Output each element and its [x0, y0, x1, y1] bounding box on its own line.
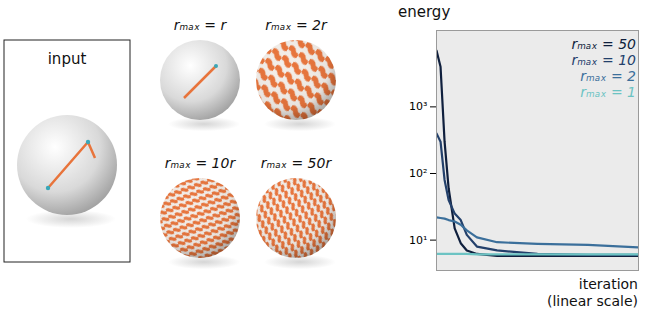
- html-text:rₘₐₓ = 1: rₘₐₓ = 1: [580, 84, 636, 100]
- html-text:rₘₐₓ = 2: rₘₐₓ = 2: [580, 68, 636, 84]
- svg-text:10¹: 10¹: [409, 234, 427, 247]
- html-text:rₘₐₓ = 10: rₘₐₓ = 10: [571, 52, 636, 68]
- svg-text:rₘₐₓ = 50r: rₘₐₓ = 50r: [261, 155, 333, 171]
- svg-text:rₘₐₓ = r: rₘₐₓ = r: [174, 17, 228, 33]
- html-text:iteration (linear scale): iteration (linear scale): [546, 276, 638, 309]
- svg-text:rₘₐₓ = 2r: rₘₐₓ = 2r: [265, 17, 328, 33]
- svg-text:10²: 10²: [409, 167, 427, 180]
- svg-text:input: input: [48, 50, 87, 68]
- html-text:rₘₐₓ = 50: rₘₐₓ = 50: [571, 36, 636, 52]
- svg-text:rₘₐₓ = 10r: rₘₐₓ = 10r: [165, 155, 237, 171]
- svg-text:10³: 10³: [409, 100, 427, 113]
- html-text:energy: energy: [398, 3, 451, 21]
